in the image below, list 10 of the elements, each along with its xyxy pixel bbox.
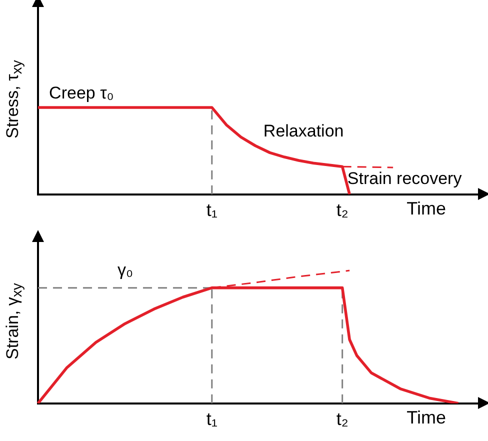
annotation: γ₀ xyxy=(118,260,134,280)
x-tick-label: t₂ xyxy=(336,409,348,430)
annotation: Strain recovery xyxy=(347,168,462,188)
text: Creep τ₀ xyxy=(49,84,114,103)
x-axis-title: Time xyxy=(406,198,446,218)
x-axis-title: Time xyxy=(406,407,446,428)
annotation: Relaxation xyxy=(263,122,344,141)
x-tick-label: t₁ xyxy=(206,200,218,220)
x-tick-label: t₂ xyxy=(336,200,348,220)
x-tick-label: t₁ xyxy=(206,409,218,430)
